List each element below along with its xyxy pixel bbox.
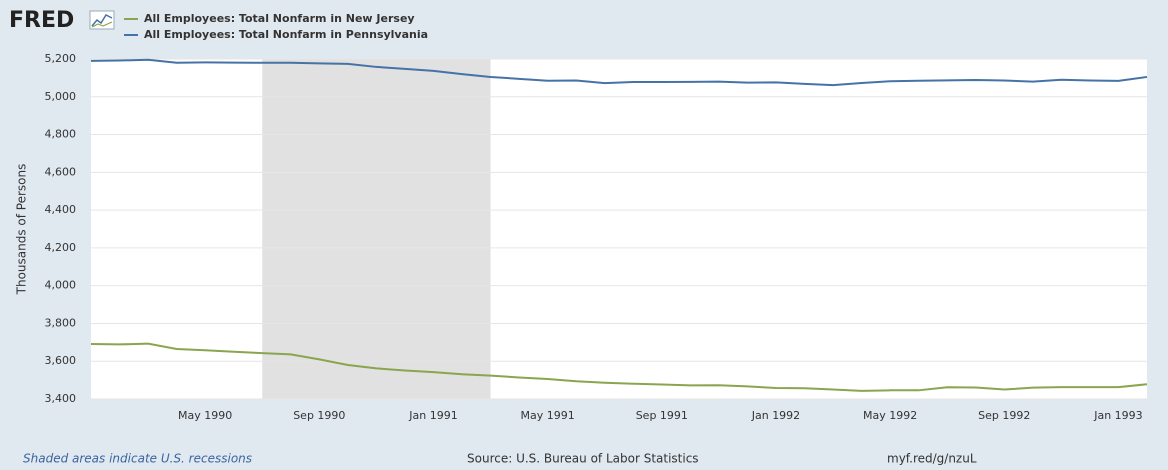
y-tick-label: 3,400 — [45, 392, 77, 405]
source: Source: U.S. Bureau of Labor Statistics — [467, 452, 699, 466]
x-tick-label: May 1992 — [863, 409, 917, 422]
x-tick-label: Sep 1992 — [978, 409, 1030, 422]
y-tick-label: 4,200 — [45, 241, 77, 254]
x-tick-label: May 1991 — [521, 409, 575, 422]
series-line — [90, 342, 1148, 392]
y-tick-label: 4,400 — [45, 203, 77, 216]
y-axis-label: Thousands of Persons — [15, 164, 29, 296]
link[interactable]: myf.red/g/nzuL — [887, 452, 977, 466]
y-tick-label: 4,600 — [45, 165, 77, 178]
x-tick-label: Jan 1992 — [751, 409, 800, 422]
x-tick-label: Jan 1993 — [1093, 409, 1142, 422]
logo: FRED — [9, 8, 74, 33]
y-tick-label: 5,200 — [45, 52, 77, 65]
recession-band — [262, 59, 491, 399]
legend-label: All Employees: Total Nonfarm in New Jers… — [144, 12, 415, 25]
recession-note: Shaded areas indicate U.S. recessions — [23, 452, 252, 466]
y-tick-label: 3,800 — [45, 316, 77, 329]
y-tick-label: 3,600 — [45, 354, 77, 367]
x-tick-label: May 1990 — [178, 409, 232, 422]
y-tick-label: 4,000 — [45, 279, 77, 292]
x-tick-label: Jan 1991 — [408, 409, 457, 422]
y-tick-label: 4,800 — [45, 128, 77, 141]
x-tick-label: Sep 1990 — [293, 409, 345, 422]
logo-icon — [89, 10, 115, 30]
plot-area — [91, 59, 1147, 399]
series-line — [90, 58, 1148, 87]
x-tick-label: Sep 1991 — [636, 409, 688, 422]
y-tick-label: 5,000 — [45, 90, 77, 103]
legend-label: All Employees: Total Nonfarm in Pennsylv… — [144, 28, 428, 41]
